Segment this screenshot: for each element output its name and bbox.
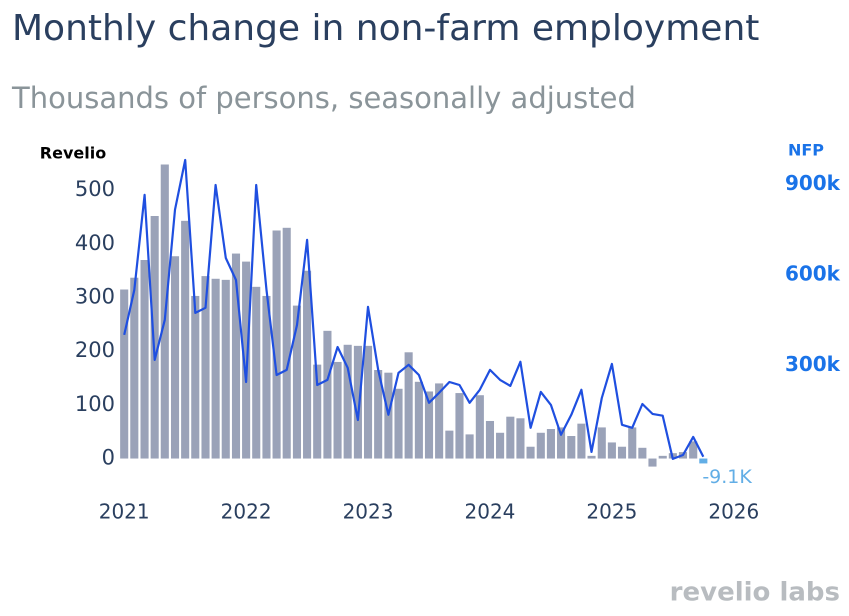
left-axis-title: Revelio (40, 144, 106, 163)
bar (526, 446, 535, 459)
bar (689, 441, 698, 459)
x-tick-label: 2022 (221, 500, 272, 524)
bar (516, 418, 525, 459)
bar (282, 227, 291, 459)
bar (404, 352, 413, 459)
bar (475, 395, 484, 459)
bar (120, 289, 129, 459)
y-tick-label: 300 (75, 285, 115, 309)
bar (414, 381, 423, 459)
bar (556, 427, 566, 459)
x-tick-label: 2024 (465, 500, 516, 524)
right-axis-title: NFP (788, 141, 824, 160)
bar (181, 220, 190, 459)
y-tick-label: 500 (75, 177, 115, 201)
bar (496, 432, 505, 459)
y-tick-label: 100 (75, 392, 115, 416)
bar (374, 370, 383, 459)
bar (170, 256, 180, 459)
bar (353, 345, 362, 459)
bar (546, 429, 555, 459)
y2-tick-label: 300k (785, 352, 841, 376)
bar (333, 361, 342, 459)
x-tick-label: 2021 (99, 500, 150, 524)
bar (303, 270, 312, 459)
bar (577, 423, 586, 459)
bar (394, 388, 403, 459)
bar (506, 416, 515, 459)
bar (262, 295, 271, 459)
y-tick-label: 400 (75, 231, 115, 255)
bar (607, 442, 616, 459)
line (123, 158, 705, 460)
bar (658, 455, 667, 459)
x-tick-label: 2025 (586, 500, 637, 524)
bar (343, 344, 352, 459)
bar (201, 276, 210, 459)
footer-logo: revelio labs (670, 578, 840, 608)
bar (424, 391, 434, 459)
bar (587, 455, 596, 459)
chart-title: Monthly change in non-farm employment (12, 8, 759, 49)
bar (617, 446, 627, 459)
bar (435, 383, 444, 459)
x-tick-label: 2026 (708, 500, 759, 524)
y2-tick-label: 600k (785, 261, 841, 285)
chart-subtitle: Thousands of persons, seasonally adjuste… (11, 81, 636, 115)
bar (455, 393, 464, 459)
value-label: -9.1K (702, 466, 752, 488)
bar (150, 216, 159, 459)
bar (465, 434, 474, 459)
bar (445, 430, 454, 459)
bar (252, 286, 261, 459)
bar (130, 277, 139, 459)
bar (323, 330, 332, 459)
bar (648, 458, 657, 467)
bar (191, 295, 200, 459)
bar (363, 345, 373, 459)
bar (272, 230, 281, 459)
bar (567, 436, 576, 459)
bar (628, 427, 637, 459)
bar (536, 432, 545, 459)
bar (231, 253, 241, 459)
bar (313, 364, 322, 459)
y2-tick-label: 900k (785, 171, 841, 195)
x-tick-label: 2023 (343, 500, 394, 524)
bar (211, 278, 220, 459)
y-tick-label: 200 (75, 338, 115, 362)
bar (638, 447, 647, 459)
bar (221, 279, 230, 459)
bar (485, 420, 495, 459)
bar (699, 458, 708, 464)
bar (292, 305, 302, 459)
bar (140, 260, 149, 459)
y-tick-label: 0 (102, 446, 115, 470)
bar (242, 261, 251, 459)
bar (597, 427, 606, 459)
